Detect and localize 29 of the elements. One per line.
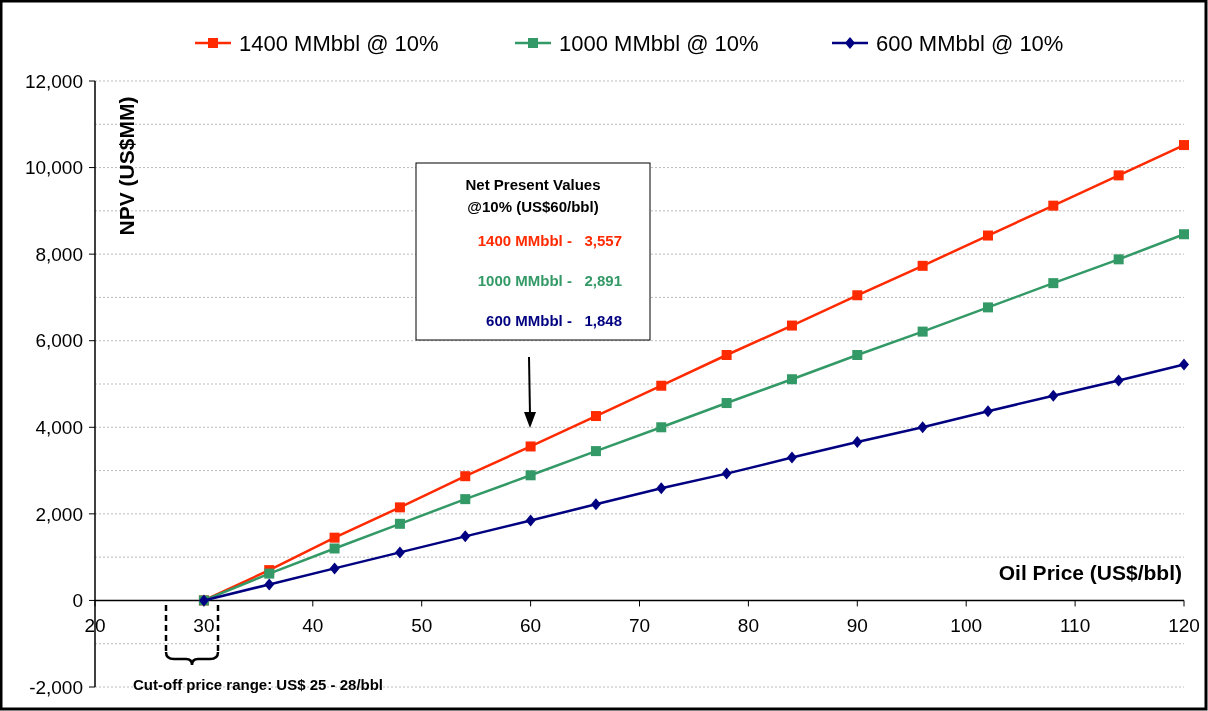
y-tick-label: 2,000 [35, 503, 83, 525]
annotation: 1000 MMbbl - 2,891 [477, 272, 622, 289]
y-tick-label: 0 [72, 590, 83, 612]
x-tick-label: 90 [846, 615, 868, 637]
y-tick-label: 4,000 [35, 416, 83, 438]
x-tick-label: 40 [302, 615, 324, 637]
annotation: Net Present Values [465, 176, 601, 193]
y-tick-label: 12,000 [24, 70, 83, 92]
legend-label: 1000 MMbbl @ 10% [559, 30, 759, 56]
x-tick-label: 120 [1168, 615, 1200, 637]
annotation: 600 MMbbl - 1,848 [486, 312, 622, 329]
x-tick-label: 70 [628, 615, 651, 637]
x-tick-label: 100 [950, 615, 983, 637]
y-tick-label: -2,000 [29, 676, 83, 698]
annotation: Cut-off price range: US$ 25 - 28/bbl [133, 676, 384, 693]
y-tick-label: 6,000 [35, 330, 83, 352]
annotation: 1400 MMbbl - 3,557 [477, 232, 622, 249]
y-axis-title: NPV (US$MM) [115, 96, 138, 236]
x-tick-label: 60 [520, 615, 542, 637]
y-tick-label: 8,000 [35, 243, 83, 265]
y-tick-label: 10,000 [24, 157, 83, 179]
annotation: @10% (US$60/bbl) [467, 198, 599, 215]
legend-label: 600 MMbbl @ 10% [876, 30, 1064, 56]
x-tick-label: 80 [737, 615, 759, 637]
x-axis-title: Oil Price (US$/bbl) [998, 561, 1182, 584]
x-tick-label: 50 [411, 615, 433, 637]
x-tick-label: 110 [1059, 615, 1091, 637]
legend-label: 1400 MMbbl @ 10% [239, 30, 439, 56]
x-tick-label: 30 [193, 615, 215, 637]
